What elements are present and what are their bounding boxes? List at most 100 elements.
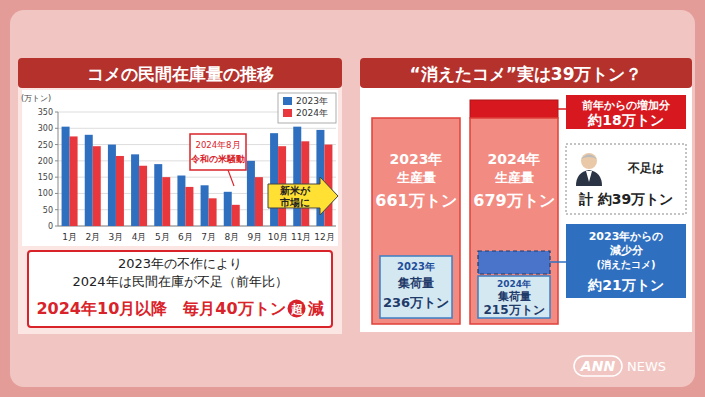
bar — [116, 156, 124, 226]
x-tick-label: 4月 — [132, 232, 147, 242]
right-panel: “消えたコメ”実は39万トン？2023年生産量661万トン2024年生産量679… — [360, 58, 692, 332]
collection-box — [478, 276, 550, 318]
chart-area — [22, 90, 338, 246]
right-panel-bg — [360, 86, 692, 332]
collection-box — [380, 256, 452, 318]
y-tick-label: 0 — [48, 222, 53, 231]
summary-line: 2024年は民間在庫が不足（前年比） — [72, 274, 287, 289]
collection-value: 236万トン — [383, 295, 449, 310]
shortage-value: 計 約39万トン — [578, 191, 673, 207]
summary-line: 2023年の不作により — [118, 256, 242, 271]
person-hair — [581, 155, 597, 160]
y-tick-label: 100 — [38, 189, 53, 198]
x-tick-label: 5月 — [155, 232, 170, 242]
decrease-label: 2023年からの — [589, 230, 664, 243]
left-header — [18, 58, 342, 88]
summary-box — [28, 251, 332, 327]
lost-rice-area — [478, 251, 550, 274]
diagram-title: “消えたコメ”実は39万トン？ — [409, 64, 642, 84]
x-tick-label: 2月 — [85, 232, 100, 242]
annotation-box — [190, 134, 246, 170]
y-axis — [58, 112, 59, 226]
chart-title: コメの民間在庫量の推移 — [87, 64, 274, 84]
production-bar — [372, 118, 460, 324]
x-tick-label: 1月 — [62, 232, 77, 242]
bar — [131, 154, 139, 226]
legend-label: 2023年 — [296, 96, 328, 106]
bar — [293, 127, 301, 226]
increase-value: 約18万トン — [587, 112, 663, 128]
decrease-callout — [566, 224, 686, 298]
bar — [154, 164, 162, 226]
background — [0, 0, 705, 397]
increase-segment — [470, 100, 558, 118]
arrow-shape — [268, 177, 338, 215]
left-panel-bg — [18, 86, 342, 334]
bar-value: 661万トン — [375, 191, 456, 210]
decrease-label: 減少分 — [609, 244, 644, 257]
x-tick-label: 12月 — [314, 232, 334, 242]
person-shirt — [586, 171, 592, 182]
y-tick-label: 300 — [38, 124, 53, 133]
y-axis-label: (万トン) — [21, 94, 51, 103]
bar — [247, 161, 255, 226]
bar — [139, 166, 147, 226]
bar-year: 2024年 — [488, 151, 541, 167]
legend-box — [278, 93, 336, 123]
annotation-connector — [228, 170, 234, 186]
bar — [185, 187, 193, 226]
x-tick-label: 9月 — [248, 232, 263, 242]
bar — [108, 145, 116, 226]
bar — [62, 127, 70, 226]
y-tick-label: 150 — [38, 173, 53, 182]
bar — [270, 133, 278, 226]
collection-year: 2024年 — [497, 279, 531, 289]
bar — [93, 146, 101, 226]
decrease-value: 約21万トン — [587, 277, 663, 293]
annotation-text: 新米が — [279, 185, 311, 196]
bar — [201, 185, 209, 226]
bar — [70, 136, 78, 226]
right-header — [360, 58, 692, 88]
logo-right: NEWS — [627, 359, 666, 374]
bar-label: 生産量 — [494, 170, 534, 185]
grid — [55, 112, 336, 226]
bar-year: 2023年 — [390, 151, 443, 167]
bar — [224, 192, 232, 226]
highlight-circle — [288, 300, 306, 318]
y-tick-label: 250 — [38, 141, 53, 150]
bars — [62, 127, 333, 226]
x-tick-label: 6月 — [178, 232, 193, 242]
summary-highlight: 2024年10月以降 毎月40万トン — [36, 299, 285, 318]
bar — [177, 176, 185, 226]
person-head — [581, 153, 597, 169]
annotation-text: 令和の米騒動 — [190, 154, 245, 164]
annotation-arrow: 新米が市場に — [268, 177, 338, 215]
shortage-label: 不足は — [627, 161, 664, 175]
shortage-box — [566, 144, 686, 214]
legend-swatch — [283, 109, 292, 117]
bar — [209, 198, 217, 226]
decrease-connector — [550, 261, 566, 263]
legend-label: 2024年 — [296, 108, 328, 118]
y-tick-label: 50 — [43, 206, 53, 215]
left-panel: コメの民間在庫量の推移 (万トン) 0 50 100 150 200 250 300 350 1月 2… — [18, 58, 342, 334]
logo-badge — [574, 356, 622, 376]
collection-label: 集荷量 — [497, 290, 531, 303]
increase-callout — [566, 95, 686, 129]
x-tick-label: 10月 — [268, 232, 288, 242]
annotation-text: 市場に — [279, 197, 310, 208]
production-bar — [470, 118, 558, 324]
decrease-label: (消えたコメ) — [596, 259, 655, 270]
y-tick-label: 200 — [38, 157, 53, 166]
summary-highlight: 減 — [307, 299, 324, 318]
y-tick-label: 350 — [38, 108, 53, 117]
increase-connector — [558, 108, 566, 110]
bar — [85, 135, 93, 226]
bar — [232, 205, 240, 226]
bar-label: 生産量 — [396, 170, 436, 185]
logo: ANNNEWS — [574, 356, 666, 376]
bar — [255, 177, 263, 226]
page: コメの民間在庫量の推移 (万トン) 0 50 100 150 200 250 300 350 1月 2… — [0, 0, 705, 397]
x-tick-label: 3月 — [109, 232, 124, 242]
